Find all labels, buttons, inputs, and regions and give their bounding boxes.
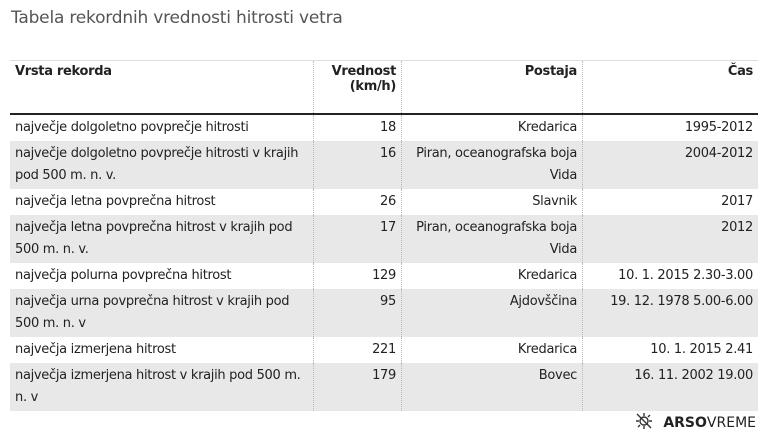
header-time: Čas bbox=[582, 60, 758, 115]
record-time: 16. 11. 2002 19.00 bbox=[582, 363, 758, 411]
table-row: največja letna povprečna hitrost 26 Slavni… bbox=[10, 189, 758, 215]
record-type: največja urna povprečna hitrost v krajih… bbox=[10, 289, 314, 337]
page-title: Tabela rekordnih vrednosti hitrosti vetr… bbox=[11, 8, 343, 28]
brand-bold: ARSO bbox=[663, 415, 707, 431]
records-table: Vrsta rekorda Vrednost (km/h) Postaja Ča… bbox=[10, 60, 758, 411]
table-row: največja polurna povprečna hitrost 129 Kre… bbox=[10, 263, 758, 289]
record-time: 10. 1. 2015 2.30-3.00 bbox=[582, 263, 758, 289]
record-value: 16 bbox=[313, 141, 402, 189]
record-station: Piran, oceanografska boja Vida bbox=[401, 215, 583, 263]
record-time: 19. 12. 1978 5.00-6.00 bbox=[582, 289, 758, 337]
record-value: 18 bbox=[313, 114, 402, 141]
record-station: Bovec bbox=[401, 363, 583, 411]
record-time: 2004-2012 bbox=[582, 141, 758, 189]
table-row: največje dolgoletno povprečje hitrosti 18… bbox=[10, 114, 758, 141]
arso-vreme-logo: ARSOVREME bbox=[635, 412, 756, 434]
record-time: 2012 bbox=[582, 215, 758, 263]
record-value: 129 bbox=[313, 263, 402, 289]
table-row: največja letna povprečna hitrost v kraji… bbox=[10, 215, 758, 263]
record-time: 1995-2012 bbox=[582, 114, 758, 141]
record-value: 221 bbox=[313, 337, 402, 363]
table-row: največja izmerjena hitrost v krajih pod … bbox=[10, 363, 758, 411]
table-row: največje dolgoletno povprečje hitrosti v… bbox=[10, 141, 758, 189]
record-station: Piran, oceanografska boja Vida bbox=[401, 141, 583, 189]
header-value: Vrednost (km/h) bbox=[313, 60, 402, 115]
header-type: Vrsta rekorda bbox=[10, 60, 314, 115]
record-value: 26 bbox=[313, 189, 402, 215]
record-type: največje dolgoletno povprečje hitrosti v… bbox=[10, 141, 314, 189]
record-type: največja letna povprečna hitrost bbox=[15, 194, 216, 209]
record-type: največja letna povprečna hitrost v kraji… bbox=[10, 215, 314, 263]
record-time: 10. 1. 2015 2.41 bbox=[582, 337, 758, 363]
record-value: 179 bbox=[313, 363, 402, 411]
record-station: Slavnik bbox=[401, 189, 583, 215]
record-value: 17 bbox=[313, 215, 402, 263]
record-type: največja izmerjena hitrost bbox=[15, 342, 176, 357]
record-type: največja izmerjena hitrost v krajih pod … bbox=[10, 363, 314, 411]
record-value: 95 bbox=[313, 289, 402, 337]
table-row: največja izmerjena hitrost 221 Kredarica 10… bbox=[10, 337, 758, 363]
record-type: največje dolgoletno povprečje hitrosti bbox=[15, 120, 249, 135]
record-type: največja polurna povprečna hitrost bbox=[15, 268, 232, 283]
record-station: Kredarica bbox=[401, 114, 583, 141]
sun-off-icon bbox=[635, 412, 653, 434]
record-station: Ajdovščina bbox=[401, 289, 583, 337]
record-station: Kredarica bbox=[401, 263, 583, 289]
record-time: 2017 bbox=[582, 189, 758, 215]
header-station: Postaja bbox=[401, 60, 583, 115]
brand-light: VREME bbox=[706, 415, 756, 431]
table-header: Vrsta rekorda Vrednost (km/h) Postaja Ča… bbox=[10, 60, 758, 115]
table-row: največja urna povprečna hitrost v krajih… bbox=[10, 289, 758, 337]
record-station: Kredarica bbox=[401, 337, 583, 363]
